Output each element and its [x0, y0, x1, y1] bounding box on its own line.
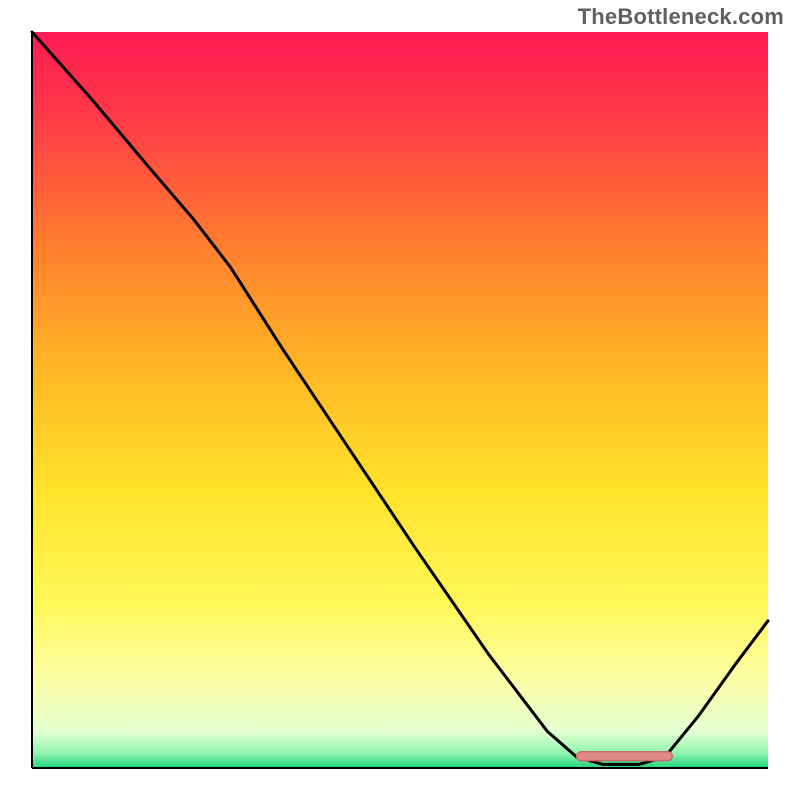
heatmap-background	[32, 32, 768, 768]
bottleneck-chart	[0, 0, 800, 800]
chart-container: TheBottleneck.com	[0, 0, 800, 800]
optimal-range-bar	[577, 752, 673, 761]
